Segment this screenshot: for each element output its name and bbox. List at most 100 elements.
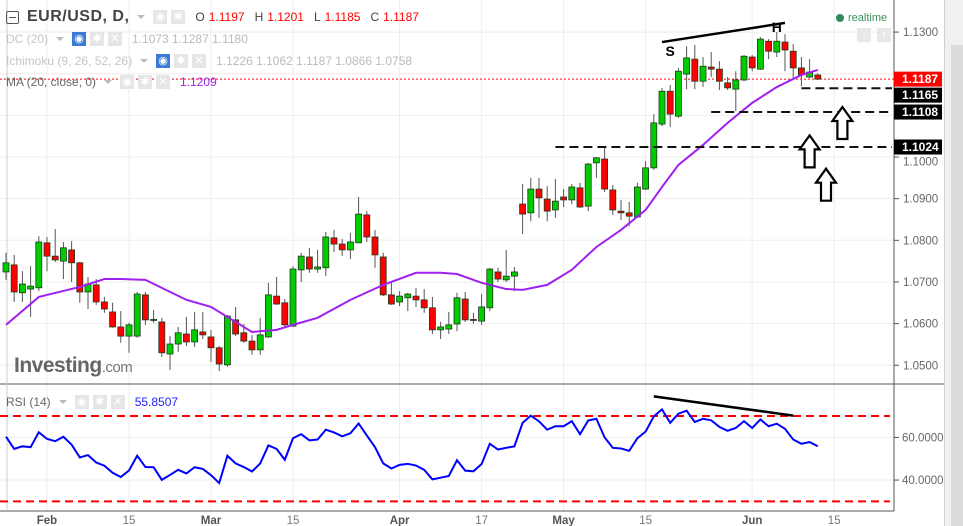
candle-body [658,90,666,125]
close-icon[interactable]: ✕ [108,32,123,46]
close-icon[interactable]: ✕ [156,75,171,89]
candle [92,279,100,305]
investing-logo: Investing.com [14,354,133,378]
candle [199,311,207,340]
candle [814,73,822,80]
close-icon[interactable]: ✕ [192,54,207,68]
candle-body [593,157,600,164]
candle-body [248,340,256,351]
candle-body [601,158,608,190]
logo-main: Investing [14,354,102,377]
candle [256,317,264,355]
candle [560,189,567,207]
price-tick-label: 1.0600 [903,319,938,331]
candle-body [297,255,305,271]
realtime-indicator: realtime [836,12,887,24]
rsi-line [5,407,819,485]
caret-down-icon[interactable] [58,400,67,404]
price-tick-label: 1.0700 [903,277,938,289]
candle [10,254,18,302]
candle-body [699,65,707,82]
candle-body [748,56,756,69]
candle-body [27,285,35,290]
high-value: 1.1201 [267,10,304,24]
candle [486,267,494,312]
caret-down-icon[interactable] [140,59,149,63]
eye-icon[interactable]: ◉ [153,10,168,24]
candle [18,271,26,302]
candle-body [109,311,116,328]
ichimoku-legend: Ichimoku (9, 26, 52, 26) ◉ ✱ ✕ 1.1226 1.… [6,54,412,68]
price-tick-label: 1.0800 [903,235,938,247]
candle [593,157,600,178]
price-label: 1.1108 [902,105,938,119]
candle-body [166,343,174,355]
minus-square-icon[interactable] [6,10,19,24]
candle [740,54,748,82]
shoulder-label: S [666,43,675,59]
gear-icon[interactable]: ✱ [174,54,189,68]
rsi-value: 55.8507 [134,395,179,409]
candle [207,329,215,362]
arrows-vertical-icon[interactable]: ↕ [877,28,891,42]
price-label-box [894,104,942,120]
candle-body [757,38,764,70]
eye-icon[interactable]: ◉ [156,54,171,68]
scrollbar-thumb[interactable] [951,45,963,526]
candle [141,291,149,325]
time-tick-label: 15 [123,515,136,526]
candle [166,336,174,370]
candle [264,282,272,338]
eye-icon[interactable]: ◉ [74,395,89,409]
time-tick-label: 15 [287,515,300,526]
gear-icon[interactable]: ✱ [138,75,153,89]
time-tick-label: May [552,515,575,526]
candle [297,252,305,282]
candle [76,261,84,303]
price-tick-label: 1.0900 [903,194,938,206]
candle [43,236,51,272]
candle-body [560,196,567,201]
candle-body [18,283,26,294]
candle [716,61,723,90]
symbol-title: EUR/USD, D, [27,8,130,25]
logo-suffix: .com [101,359,133,376]
candle [617,199,625,220]
candle [757,37,764,70]
realtime-label: realtime [848,12,888,24]
candle [322,231,330,277]
close-icon[interactable]: ✕ [110,395,125,409]
arrow-up-icon [797,133,822,169]
eye-icon[interactable]: ◉ [120,75,135,89]
candle-body [675,70,682,117]
caret-down-icon[interactable] [104,80,113,84]
caret-down-icon[interactable] [56,37,65,41]
price-label-box [894,71,942,87]
gear-icon[interactable]: ✱ [92,395,107,409]
candle [27,266,35,317]
candle [634,182,641,218]
candle-body [609,189,617,211]
eye-icon[interactable]: ◉ [72,32,87,46]
ichimoku-name: Ichimoku (9, 26, 52, 26) [6,54,133,68]
caret-down-icon[interactable] [137,15,146,19]
gear-icon[interactable]: ✱ [171,10,186,24]
candle [125,322,133,353]
candle [404,292,412,312]
open-label: O [195,10,205,24]
candle [510,266,518,292]
candle-body [158,321,166,354]
time-tick-label: 15 [639,515,652,526]
candle-body [363,214,371,238]
candle [806,59,813,78]
rsi-name: RSI (14) [6,395,51,409]
candle-body [552,200,559,211]
close-label: C [370,10,380,24]
candle-body [724,82,731,89]
arrow-down-icon[interactable]: ↓ [857,28,871,42]
open-value: 1.1197 [208,10,245,24]
rsi-legend: RSI (14) ◉ ✱ ✕ 55.8507 [6,395,178,409]
candle-body [502,275,510,281]
gear-icon[interactable]: ✱ [90,32,105,46]
